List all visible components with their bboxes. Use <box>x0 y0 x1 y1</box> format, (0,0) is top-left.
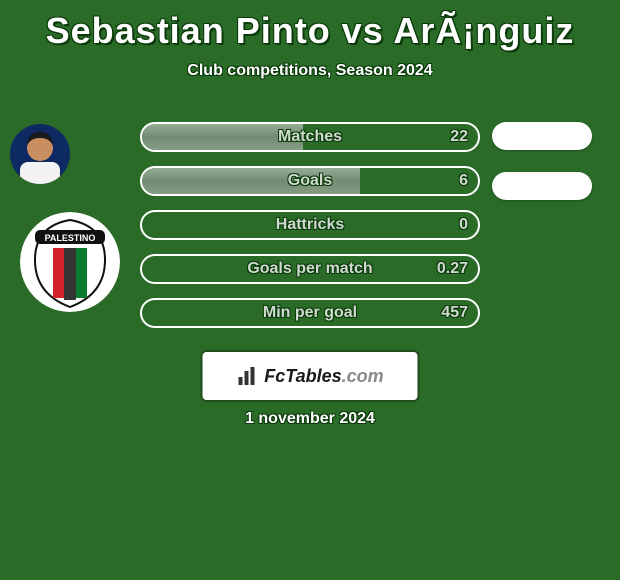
stat-bar-label: Matches <box>278 128 342 146</box>
comparison-lozenges <box>492 122 592 222</box>
club-crest-svg: PALESTINO <box>20 212 120 312</box>
stat-bar: Goals per match 0.27 <box>140 254 480 284</box>
stat-bar-value: 6 <box>459 172 468 190</box>
club-crest: PALESTINO <box>20 212 120 312</box>
stat-bar: Matches 22 <box>140 122 480 152</box>
brand-text: FcTables.com <box>264 366 383 387</box>
stats-list: Matches 22 Goals 6 Hattricks 0 Goals per match… <box>140 122 480 342</box>
bars-icon <box>236 365 258 387</box>
brand-name: FcTables <box>264 366 341 386</box>
stat-bar-value: 0.27 <box>437 260 468 278</box>
page-subtitle: Club competitions, Season 2024 <box>0 62 620 80</box>
stats-card: Sebastian Pinto vs ArÃ¡nguiz Club compet… <box>0 0 620 580</box>
stat-bar-value: 457 <box>441 304 468 322</box>
stat-bar-label: Hattricks <box>276 216 344 234</box>
comparison-lozenge <box>492 172 592 200</box>
crest-label: PALESTINO <box>45 233 96 243</box>
date-caption: 1 november 2024 <box>0 410 620 428</box>
stat-bar-label: Goals <box>288 172 332 190</box>
player-avatar <box>10 124 70 184</box>
stat-bar-value: 0 <box>459 216 468 234</box>
stat-bar: Hattricks 0 <box>140 210 480 240</box>
stat-bar: Min per goal 457 <box>140 298 480 328</box>
stat-bar: Goals 6 <box>140 166 480 196</box>
comparison-lozenge <box>492 122 592 150</box>
brand-card[interactable]: FcTables.com <box>201 350 420 402</box>
stat-bar-label: Goals per match <box>247 260 372 278</box>
player-avatar-svg <box>10 124 70 184</box>
stat-bar-label: Min per goal <box>263 304 357 322</box>
stat-bar-value: 22 <box>450 128 468 146</box>
page-title: Sebastian Pinto vs ArÃ¡nguiz <box>0 0 620 52</box>
brand-suffix: .com <box>342 366 384 386</box>
